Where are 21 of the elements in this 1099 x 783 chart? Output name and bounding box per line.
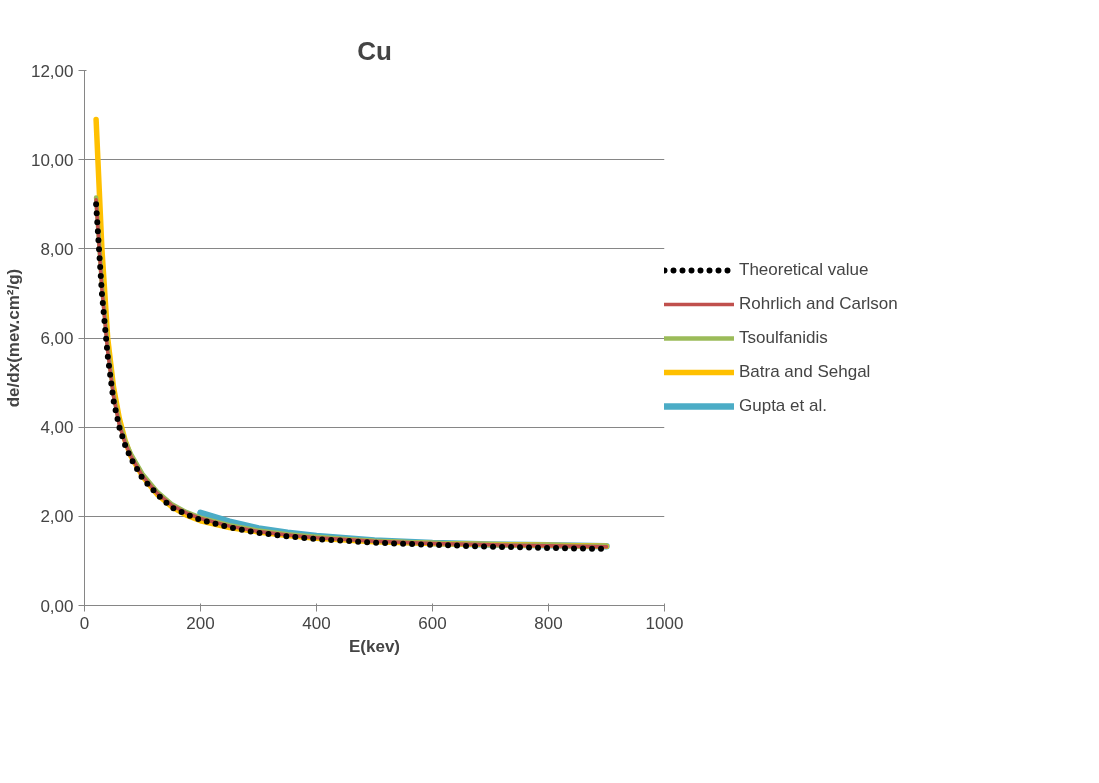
x-axis-title: E(kev) <box>348 636 401 656</box>
y-tick-label: 12,00 <box>30 61 74 81</box>
x-tick-label: 400 <box>302 613 331 633</box>
legend-label: Tsoulfanidis <box>739 327 828 348</box>
x-tick-label: 600 <box>418 613 447 633</box>
legend-label: Gupta et al. <box>739 395 827 416</box>
x-tick-label: 200 <box>186 613 215 633</box>
y-tick-label: 0,00 <box>40 596 74 616</box>
y-tick-label: 8,00 <box>40 239 74 259</box>
x-tick-label: 1000 <box>645 613 684 633</box>
y-axis-title: de/dx(mev.cm²/g) <box>3 268 23 408</box>
x-tick-label: 0 <box>79 613 90 633</box>
y-tick-label: 6,00 <box>40 329 74 348</box>
y-tick-label: 2,00 <box>40 507 74 527</box>
legend-label: Rohrlich and Carlson <box>739 293 898 314</box>
legend-label: Batra and Sehgal <box>739 361 871 382</box>
y-tick-label: 4,00 <box>40 418 74 438</box>
y-tick-label: 10,00 <box>30 150 74 170</box>
legend-label: Theoretical value <box>739 259 869 280</box>
chart-title: Cu <box>357 35 392 66</box>
x-tick-label: 800 <box>534 613 563 633</box>
